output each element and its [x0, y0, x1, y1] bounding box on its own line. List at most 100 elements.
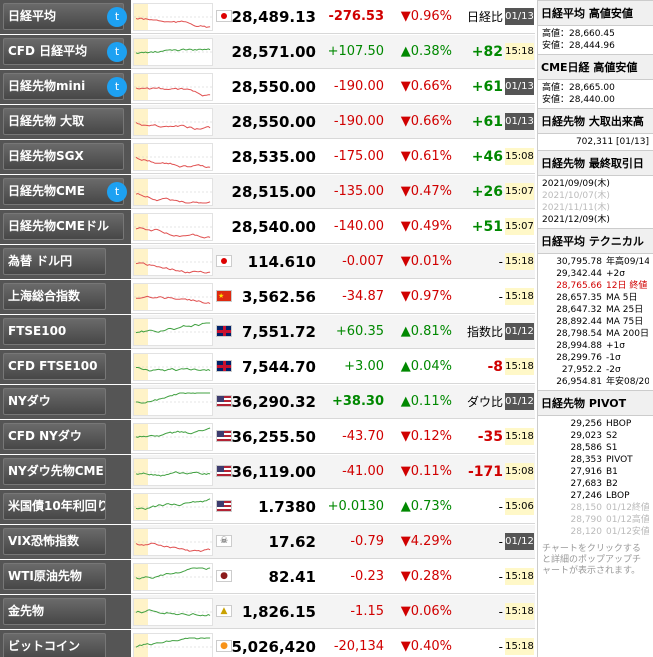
instrument-button[interactable]: CFD 日経平均: [3, 38, 124, 65]
change: +60.35: [335, 324, 384, 339]
timestamp: 15:18: [505, 638, 534, 655]
instrument-button[interactable]: 金先物: [3, 598, 106, 625]
pivot-row: 27,916 B1: [570, 467, 618, 477]
last-trade-title: 日経先物 最終取引日: [538, 150, 653, 176]
sparkline-chart[interactable]: [133, 458, 213, 486]
timestamp: 01/12: [505, 393, 534, 410]
sparkline-chart[interactable]: [133, 493, 213, 521]
sparkline-chart[interactable]: [133, 248, 213, 276]
technical-row: 29,342.44 +2σ: [556, 269, 625, 279]
uk-flag-icon: [216, 325, 232, 337]
sparkline-chart[interactable]: [133, 318, 213, 346]
extra-value: +26: [471, 184, 503, 200]
twitter-icon[interactable]: t: [107, 182, 127, 202]
price: 28,550.00: [231, 78, 316, 96]
quote-row: CFD NYダウ 36,255.50 -43.70 ▼0.12% -35 15:18: [0, 420, 535, 454]
quote-row: ビットコイン ● 5,026,420 -20,134 ▼0.40% -15:18: [0, 630, 535, 657]
sparkline-chart[interactable]: [133, 143, 213, 171]
sparkline-chart[interactable]: [133, 213, 213, 241]
instrument-button[interactable]: CFD NYダウ: [3, 423, 106, 450]
quote-row: 上海総合指数 ★ 3,562.56 -34.87 ▼0.97% -15:18: [0, 280, 535, 314]
instrument-button[interactable]: 日経平均: [3, 3, 124, 30]
sparkline-chart[interactable]: [133, 353, 213, 381]
pivot-row: 28,150 01/12終値: [570, 503, 650, 513]
percent-change: ▼0.11%: [400, 464, 452, 479]
change: -190.00: [333, 79, 384, 94]
sparkline-chart[interactable]: [133, 423, 213, 451]
pivot-row: 27,683 B2: [570, 479, 618, 489]
twitter-icon[interactable]: t: [107, 7, 127, 27]
quote-row: CFD FTSE100 7,544.70 +3.00 ▲0.04% -8 15:18: [0, 350, 535, 384]
instrument-button[interactable]: 為替 ドル円: [3, 248, 106, 275]
sparkline-chart[interactable]: [133, 633, 213, 657]
instrument-button[interactable]: 米国債10年利回り: [3, 493, 106, 520]
timestamp: 15:18: [505, 43, 534, 60]
price: 5,026,420: [231, 638, 316, 656]
cme-high: 高値：28,665.00: [542, 83, 615, 93]
quote-row: WTI原油先物 ● 82.41 -0.23 ▼0.28% -15:18: [0, 560, 535, 594]
percent-change: ▼0.12%: [400, 429, 452, 444]
price: 28,540.00: [231, 218, 316, 236]
instrument-button[interactable]: 上海総合指数: [3, 283, 106, 310]
instrument-button[interactable]: 日経先物SGX: [3, 143, 124, 170]
side-panel: 日経平均 高値安値 高値：28,660.45 安値：28,444.96 CME日…: [537, 0, 653, 657]
extra-value: -171: [467, 464, 503, 480]
percent-change: ▼0.28%: [400, 569, 452, 584]
instrument-button[interactable]: NYダウ: [3, 388, 106, 415]
sparkline-chart[interactable]: [133, 563, 213, 591]
quote-row: 日経先物CME t 28,515.00 -135.00 ▼0.47% +26 15:07: [0, 175, 535, 209]
percent-change: ▲0.11%: [400, 394, 452, 409]
extra-value: 日経比: [466, 10, 503, 24]
price: 28,489.13: [231, 8, 316, 26]
change: -276.53: [328, 9, 384, 24]
instrument-button[interactable]: WTI原油先物: [3, 563, 106, 590]
name-cell: 米国債10年利回り: [0, 490, 131, 524]
sparkline-chart[interactable]: [133, 388, 213, 416]
nikkei-high: 高値：28,660.45: [542, 29, 615, 39]
change: -1.15: [350, 604, 384, 619]
name-cell: 上海総合指数: [0, 280, 131, 314]
sparkline-chart[interactable]: [133, 3, 213, 31]
nikkei-highlow-title: 日経平均 高値安値: [538, 0, 653, 26]
pivot-row: 27,246 LBOP: [570, 491, 630, 501]
sparkline-chart[interactable]: [133, 38, 213, 66]
sparkline-chart[interactable]: [133, 598, 213, 626]
cme-highlow-title: CME日経 高値安値: [538, 54, 653, 80]
extra-value: -: [498, 640, 503, 654]
twitter-icon[interactable]: t: [107, 77, 127, 97]
extra-value: +46: [471, 149, 503, 165]
sparkline-chart[interactable]: [133, 283, 213, 311]
instrument-button[interactable]: 日経先物CMEドル: [3, 213, 124, 240]
twitter-icon[interactable]: t: [107, 42, 127, 62]
percent-change: ▼4.29%: [400, 534, 452, 549]
percent-change: ▲0.38%: [400, 44, 452, 59]
percent-change: ▼0.01%: [400, 254, 452, 269]
instrument-button[interactable]: NYダウ先物CME: [3, 458, 106, 485]
instrument-button[interactable]: 日経先物mini: [3, 73, 124, 100]
sparkline-chart[interactable]: [133, 178, 213, 206]
name-cell: 為替 ドル円: [0, 245, 131, 279]
timestamp: 01/13: [505, 8, 534, 25]
name-cell: 日経先物mini t: [0, 70, 131, 104]
timestamp: 15:08: [505, 463, 534, 480]
gold-flag-icon: ▲: [216, 605, 232, 617]
sparkline-chart[interactable]: [133, 73, 213, 101]
quote-row: 日経先物CMEドル 28,540.00 -140.00 ▼0.49% +51 15:07: [0, 210, 535, 244]
instrument-button[interactable]: 日経先物CME: [3, 178, 124, 205]
sparkline-chart[interactable]: [133, 108, 213, 136]
instrument-button[interactable]: FTSE100: [3, 318, 106, 345]
uk-flag-icon: [216, 360, 232, 372]
price: 82.41: [268, 568, 316, 586]
instrument-button[interactable]: ビットコイン: [3, 633, 106, 657]
last-trade-date: 2021/11/11(木): [542, 203, 610, 213]
quote-row: NYダウ先物CME 36,119.00 -41.00 ▼0.11% -171 15:08: [0, 455, 535, 489]
extra-value: -35: [477, 429, 503, 445]
instrument-button[interactable]: VIX恐怖指数: [3, 528, 106, 555]
instrument-button[interactable]: 日経先物 大取: [3, 108, 124, 135]
technical-row: 27,952.2 -2σ: [561, 365, 621, 375]
cn-flag-icon: ★: [216, 290, 232, 302]
sparkline-chart[interactable]: [133, 528, 213, 556]
pivot-row: 28,790 01/12高値: [570, 515, 650, 525]
instrument-button[interactable]: CFD FTSE100: [3, 353, 106, 380]
price: 1.7380: [258, 498, 316, 516]
